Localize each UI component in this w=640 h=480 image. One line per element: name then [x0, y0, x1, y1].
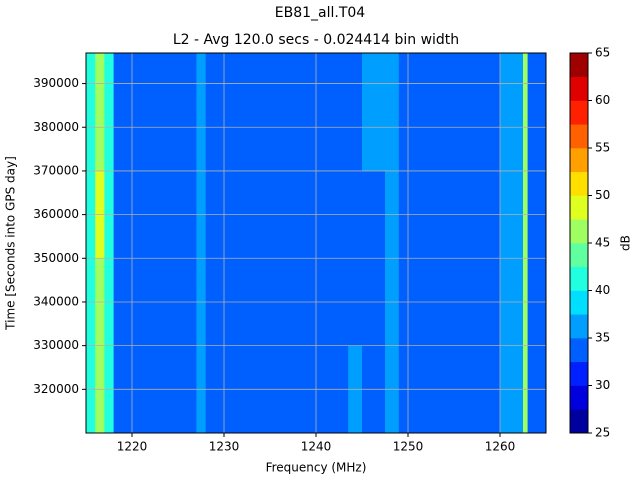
heatmap-cell	[196, 53, 206, 172]
x-tick-label: 1220	[117, 440, 148, 454]
heatmap-cell	[104, 53, 114, 172]
colorbar-swatch	[570, 385, 588, 410]
y-tick-label: 320000	[33, 382, 79, 396]
colorbar-swatch	[570, 100, 588, 125]
colorbar-swatch	[570, 314, 588, 339]
colorbar-tick-label: 45	[595, 236, 610, 250]
colorbar-swatch	[570, 266, 588, 291]
colorbar-swatch	[570, 243, 588, 268]
y-tick-label: 380000	[33, 120, 79, 134]
colorbar-tick-label: 40	[595, 283, 610, 297]
colorbar-swatch	[570, 53, 588, 78]
colorbar-tick-label: 55	[595, 141, 610, 155]
heatmap-cell	[398, 53, 501, 172]
colorbar-swatch	[570, 361, 588, 386]
y-tick-label: 360000	[33, 207, 79, 221]
chart-title: EB81_all.T04	[275, 5, 366, 21]
x-tick-label: 1240	[301, 440, 332, 454]
colorbar-swatch	[570, 195, 588, 220]
y-tick-label: 350000	[33, 251, 79, 265]
heatmap-cell	[527, 53, 547, 172]
heatmap-cell	[348, 53, 363, 172]
heatmap-cell	[362, 53, 386, 172]
colorbar-swatch	[570, 409, 588, 434]
y-axis-label: Time [Seconds into GPS day]	[4, 156, 18, 331]
colorbar-tick-label: 30	[595, 378, 610, 392]
colorbar-swatch	[570, 148, 588, 173]
heatmap-cell	[523, 53, 528, 172]
colorbar-tick-label: 35	[595, 331, 610, 345]
heatmap-cell	[86, 53, 96, 172]
x-axis-label: Frequency (MHz)	[266, 461, 367, 475]
colorbar-swatch	[570, 171, 588, 196]
y-tick-label: 370000	[33, 163, 79, 177]
x-tick-label: 1260	[485, 440, 516, 454]
colorbar-swatch	[570, 124, 588, 149]
colorbar-tick-label: 25	[595, 426, 610, 440]
chart-subtitle: L2 - Avg 120.0 secs - 0.024414 bin width	[173, 32, 459, 48]
heatmap-cell	[500, 53, 524, 172]
colorbar-label: dB	[619, 235, 633, 251]
heatmap-cell	[385, 53, 400, 172]
colorbar-tick-label: 60	[595, 93, 610, 107]
colorbar-tick-label: 65	[595, 46, 610, 60]
y-tick-label: 330000	[33, 338, 79, 352]
colorbar-swatch	[570, 338, 588, 363]
heatmap-cell	[95, 53, 105, 172]
colorbar-swatch	[570, 76, 588, 101]
x-tick-label: 1230	[209, 440, 240, 454]
colorbar-swatch	[570, 290, 588, 315]
y-tick-label: 340000	[33, 294, 79, 308]
heatmap-cell	[205, 53, 349, 172]
heatmap-cell	[113, 53, 197, 172]
colorbar-swatch	[570, 219, 588, 244]
x-tick-label: 1250	[393, 440, 424, 454]
y-tick-label: 390000	[33, 76, 79, 90]
colorbar-tick-label: 50	[595, 188, 610, 202]
